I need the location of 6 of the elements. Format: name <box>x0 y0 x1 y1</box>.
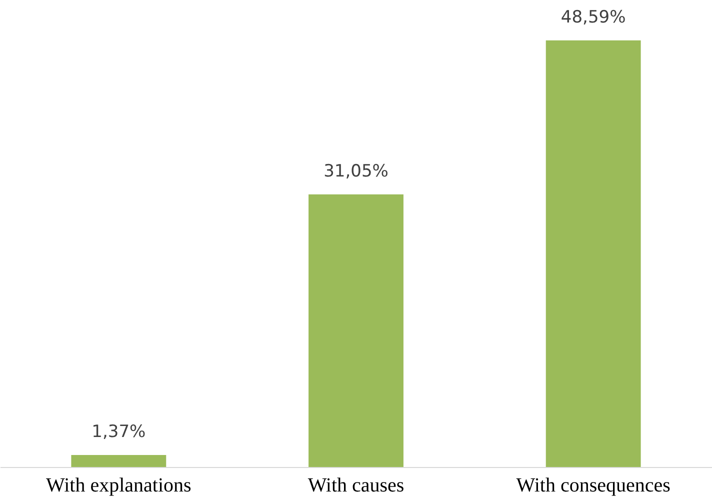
x-tick-label: With consequences <box>516 474 671 496</box>
data-label: 48,59% <box>560 7 626 28</box>
data-label: 1,37% <box>92 422 146 442</box>
data-label: 31,05% <box>324 161 388 182</box>
x-tick-label: With causes <box>308 474 404 496</box>
x-tick-label: With explanations <box>46 474 192 496</box>
